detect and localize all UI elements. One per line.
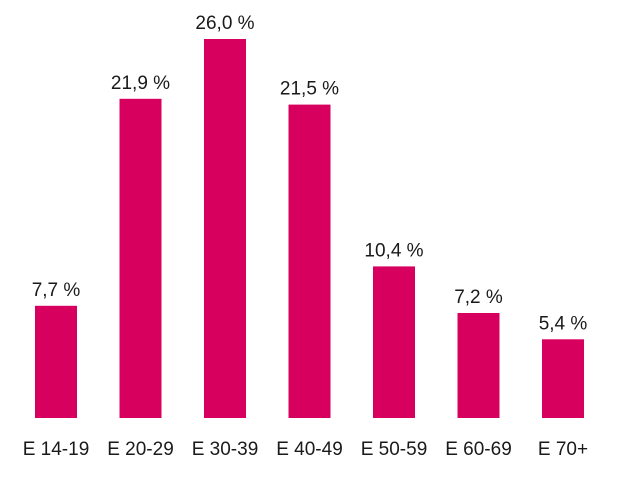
bar-e-20-29 bbox=[119, 98, 162, 419]
category-label: E 14-19 bbox=[23, 439, 90, 460]
data-label: 5,4 % bbox=[539, 313, 588, 334]
category-label: E 20-29 bbox=[107, 439, 174, 460]
bar-e-14-19 bbox=[35, 305, 77, 418]
data-label: 7,2 % bbox=[454, 287, 503, 308]
data-label: 10,4 % bbox=[364, 240, 423, 261]
bar-e-60-69 bbox=[457, 313, 500, 418]
category-label: E 40-49 bbox=[276, 439, 343, 460]
bar-e-70 bbox=[542, 339, 584, 418]
bar-e-50-59 bbox=[373, 266, 415, 418]
category-label: E 50-59 bbox=[361, 439, 428, 460]
category-label: E 70+ bbox=[538, 439, 588, 460]
bar-e-30-39 bbox=[204, 39, 246, 418]
category-label: E 60-69 bbox=[445, 439, 512, 460]
bar-e-40-49 bbox=[288, 104, 331, 418]
value-labels-layer: 7,7 % 21,9 % 26,0 % 21,5 % 10,4 % 7,2 % 5,4 % bbox=[32, 13, 588, 334]
data-label: 26,0 % bbox=[195, 13, 254, 34]
data-label: 21,9 % bbox=[111, 73, 170, 94]
data-label: 7,7 % bbox=[32, 280, 81, 301]
category-label: E 30-39 bbox=[192, 439, 259, 460]
data-label: 21,5 % bbox=[280, 79, 339, 100]
category-labels-layer: E 14-19 E 20-29 E 30-39 E 40-49 E 50-59 E 60-… bbox=[23, 439, 588, 460]
bars-layer bbox=[35, 39, 584, 419]
